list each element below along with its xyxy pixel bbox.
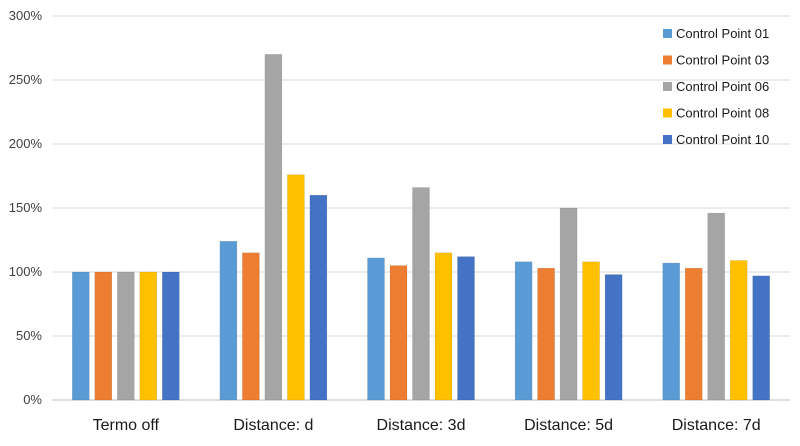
bar: [389, 265, 408, 401]
bar: [582, 261, 600, 401]
bar: [367, 257, 385, 401]
bar: [537, 267, 555, 401]
y-tick-label: 0%: [23, 392, 42, 407]
legend-label: Control Point 06: [676, 79, 769, 94]
bar: [162, 271, 180, 401]
bar: [559, 207, 578, 401]
bar: [752, 275, 770, 401]
bar: [242, 252, 260, 401]
legend: Control Point 01 Control Point 03 Control …: [663, 26, 769, 147]
y-tick-label: 50%: [16, 328, 42, 343]
legend-label: Control Point 03: [676, 53, 769, 68]
bar: [604, 274, 623, 401]
bar: [264, 54, 283, 401]
bar: [139, 271, 158, 401]
y-tick-label: 300%: [9, 8, 43, 23]
bar: [457, 256, 475, 401]
legend-swatch: [663, 29, 672, 38]
y-tick-label: 150%: [9, 200, 43, 215]
y-axis-ticks: 0% 50% 100% 150% 200% 250% 300%: [9, 8, 43, 407]
bar: [117, 271, 135, 401]
bar: [309, 194, 328, 401]
y-tick-label: 250%: [9, 72, 43, 87]
bar: [707, 212, 725, 401]
legend-swatch: [663, 108, 672, 118]
bars: [72, 54, 770, 401]
bar: [729, 260, 748, 401]
y-tick-label: 200%: [9, 136, 43, 151]
legend-swatch: [663, 82, 672, 91]
bar: [72, 271, 90, 401]
bar: [412, 187, 430, 401]
legend-swatch: [663, 55, 672, 65]
y-tick-label: 100%: [9, 264, 43, 279]
bar: [434, 252, 453, 401]
bar: [287, 174, 305, 401]
x-tick-label: Distance: 7d: [672, 417, 761, 434]
legend-label: Control Point 10: [676, 132, 769, 147]
bar: [514, 261, 533, 401]
legend-label: Control Point 01: [676, 26, 769, 41]
x-tick-label: Distance: 3d: [377, 417, 466, 434]
x-tick-label: Termo off: [93, 417, 160, 434]
bar: [684, 267, 703, 401]
bar: [94, 271, 113, 401]
x-tick-label: Distance: d: [233, 417, 313, 434]
bar: [219, 241, 238, 401]
x-axis-labels: Termo off Distance: d Distance: 3d Distance…: [93, 417, 761, 434]
legend-label: Control Point 08: [676, 106, 769, 121]
bar: [662, 262, 680, 401]
legend-swatch: [663, 135, 672, 144]
x-tick-label: Distance: 5d: [524, 417, 613, 434]
